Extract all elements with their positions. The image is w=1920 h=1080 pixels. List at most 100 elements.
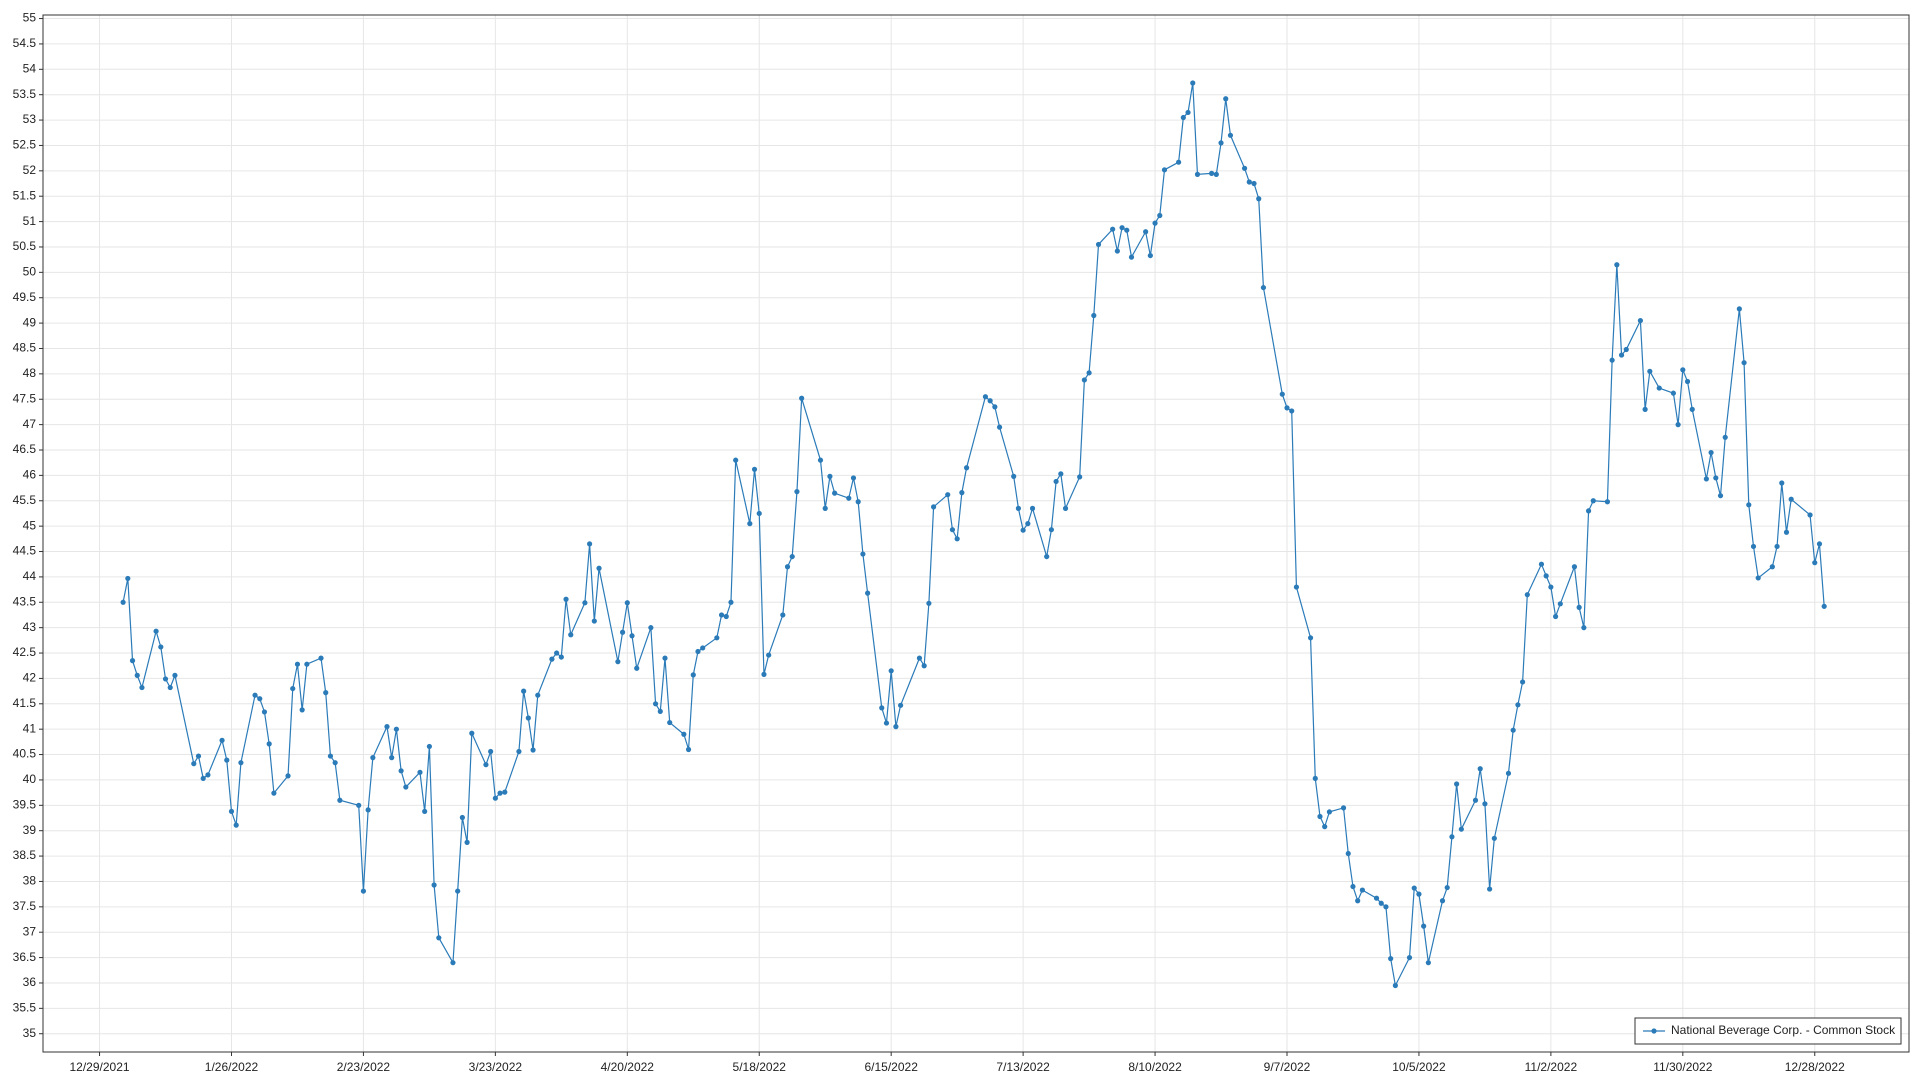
data-point <box>1788 496 1794 502</box>
data-point <box>1454 781 1460 787</box>
data-point <box>1011 473 1017 479</box>
data-point <box>422 808 428 815</box>
data-point <box>822 505 828 511</box>
data-point <box>963 465 970 471</box>
data-point <box>789 553 795 560</box>
data-point <box>916 655 923 661</box>
y-tick-label: 38.5 <box>13 848 37 862</box>
data-point <box>172 672 178 678</box>
data-point <box>1190 80 1196 86</box>
data-point <box>1722 434 1728 440</box>
data-point <box>1703 476 1709 482</box>
y-tick-label: 50.5 <box>13 239 37 253</box>
data-point <box>1708 449 1714 456</box>
data-point <box>1307 635 1314 641</box>
data-point <box>304 661 310 667</box>
data-point <box>1538 561 1545 567</box>
data-point <box>780 612 786 618</box>
data-point <box>299 707 305 713</box>
data-point <box>1482 801 1488 807</box>
data-point <box>1458 826 1464 832</box>
data-point <box>685 746 692 753</box>
data-point <box>954 536 960 542</box>
y-tick-label: 39.5 <box>13 797 37 811</box>
data-point <box>1359 887 1365 893</box>
data-point <box>1477 766 1483 772</box>
y-tick-label: 47.5 <box>13 391 37 405</box>
data-point <box>1680 367 1686 373</box>
data-point <box>865 590 871 596</box>
data-point <box>817 457 824 463</box>
y-tick-label: 48 <box>23 366 37 380</box>
data-point <box>1180 114 1186 121</box>
data-point <box>1425 960 1431 966</box>
data-point <box>1326 809 1333 815</box>
data-point <box>1241 165 1248 171</box>
legend: National Beverage Corp. - Common Stock <box>1634 1017 1902 1045</box>
y-tick-label: 40.5 <box>13 747 37 761</box>
data-point <box>1284 405 1290 411</box>
data-point <box>718 612 725 618</box>
data-point <box>389 754 395 761</box>
data-point <box>129 658 136 664</box>
data-point <box>1609 357 1615 363</box>
data-point <box>1058 471 1064 477</box>
data-point <box>238 760 244 766</box>
data-point <box>1383 904 1389 910</box>
data-point <box>591 618 597 624</box>
data-point <box>285 773 291 779</box>
data-point <box>1251 180 1257 187</box>
data-point <box>1322 824 1328 830</box>
data-point <box>1392 982 1398 989</box>
data-point <box>1293 584 1300 590</box>
data-point <box>1505 770 1512 776</box>
y-tick-label: 41 <box>23 721 37 735</box>
data-point <box>587 541 593 547</box>
data-point <box>360 888 367 894</box>
data-point <box>1218 140 1224 146</box>
data-point <box>492 795 498 801</box>
data-point <box>629 633 635 639</box>
data-point <box>1416 891 1422 897</box>
data-point <box>1157 212 1163 219</box>
data-point <box>662 655 668 661</box>
plot-frame <box>42 14 1910 1053</box>
data-point <box>846 495 852 501</box>
data-point <box>271 790 277 796</box>
data-point <box>125 575 131 582</box>
x-tick-label: 7/13/2022 <box>996 1060 1050 1074</box>
data-point <box>356 802 362 808</box>
y-tick-label: 37.5 <box>13 899 37 913</box>
data-point <box>794 489 800 495</box>
x-tick-label: 12/29/2021 <box>70 1060 130 1074</box>
data-point <box>1769 564 1775 570</box>
data-point <box>615 659 621 665</box>
data-point <box>497 790 503 796</box>
data-point <box>1670 390 1676 396</box>
y-tick-label: 36 <box>23 975 37 989</box>
data-point <box>167 684 173 691</box>
data-point <box>568 632 574 638</box>
y-tick-label: 45 <box>23 518 37 532</box>
data-point <box>530 747 536 753</box>
data-point <box>1821 603 1827 609</box>
data-point <box>195 753 202 759</box>
x-tick-label: 9/7/2022 <box>1264 1060 1311 1074</box>
y-tick-label: 51.5 <box>13 188 37 202</box>
data-point <box>521 688 527 694</box>
data-point <box>949 527 956 533</box>
data-point <box>1044 553 1050 560</box>
data-point <box>766 652 772 658</box>
legend-box <box>1634 1017 1902 1045</box>
data-point <box>1439 898 1446 904</box>
y-tick-label: 35 <box>23 1026 37 1040</box>
data-point <box>436 935 442 941</box>
y-tick-label: 54 <box>23 61 37 75</box>
data-point <box>1185 109 1191 116</box>
data-point <box>1520 679 1526 685</box>
x-tick-label: 5/18/2022 <box>733 1060 787 1074</box>
data-point <box>384 724 390 730</box>
y-tick-label: 40 <box>23 772 37 786</box>
y-tick-label: 41.5 <box>13 696 37 710</box>
data-point <box>850 475 857 481</box>
